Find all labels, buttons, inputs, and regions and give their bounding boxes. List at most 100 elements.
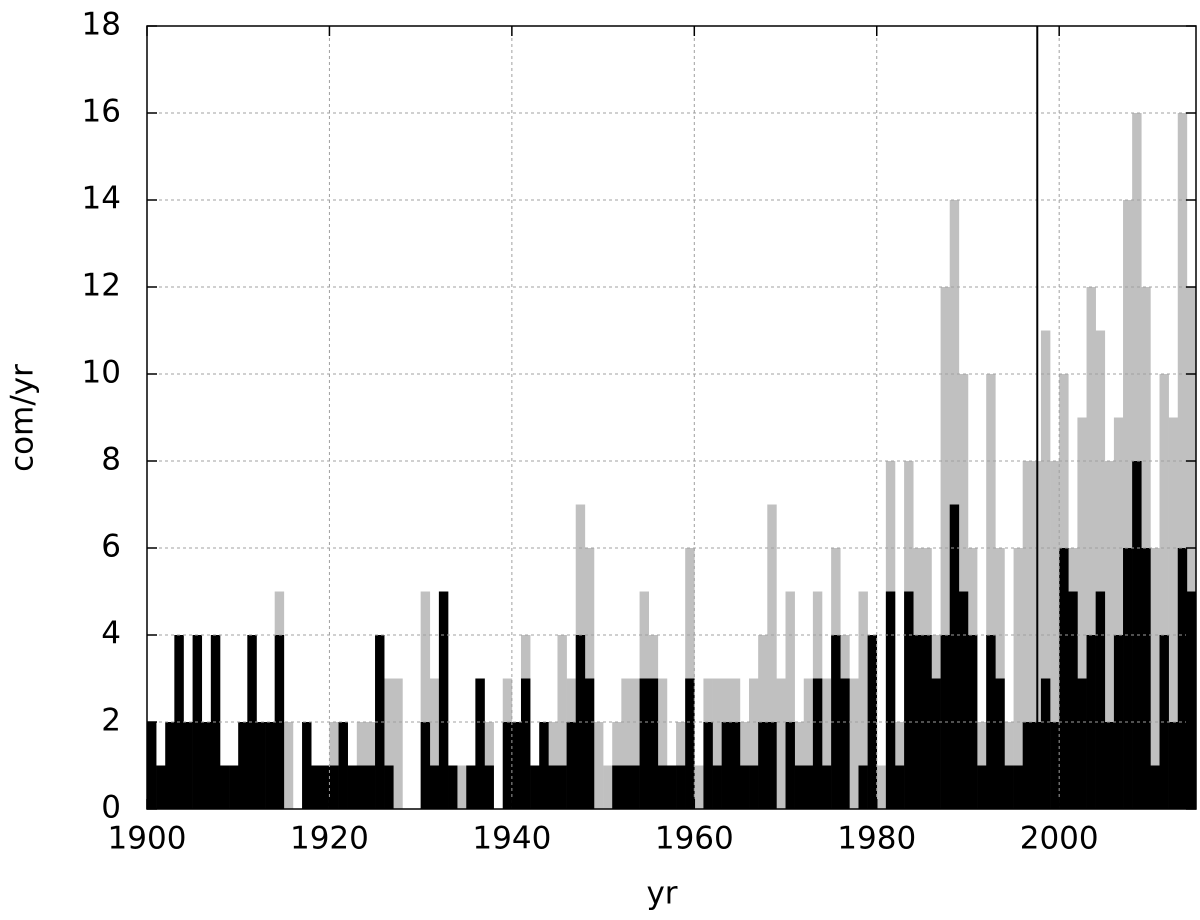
y-tick-label: 8 <box>101 442 121 478</box>
bar <box>265 722 276 809</box>
bar <box>484 765 494 809</box>
bar <box>338 722 348 809</box>
bar <box>986 635 996 809</box>
bar <box>548 765 558 809</box>
y-tick-label: 4 <box>101 616 121 652</box>
bar <box>1132 461 1142 809</box>
bar <box>867 635 878 809</box>
bar <box>593 722 604 809</box>
bar <box>1095 330 1106 809</box>
bar <box>420 722 431 809</box>
bar <box>329 765 339 809</box>
bar <box>1040 330 1051 809</box>
bar <box>603 765 613 809</box>
bar <box>429 678 440 809</box>
bar <box>238 722 248 809</box>
bar <box>1123 200 1133 809</box>
bar <box>630 765 640 809</box>
bar <box>694 765 704 809</box>
bar <box>858 765 868 809</box>
bar <box>1113 417 1124 809</box>
bar <box>977 765 987 809</box>
bar <box>201 722 212 809</box>
y-tick-label: 12 <box>82 268 121 304</box>
y-tick-label: 2 <box>101 703 121 739</box>
y-tick-label: 16 <box>82 94 121 130</box>
bar <box>1095 591 1106 809</box>
x-tick-label: 1960 <box>655 821 734 857</box>
bar <box>630 678 640 809</box>
bar <box>566 722 577 809</box>
bar <box>1159 374 1169 809</box>
y-tick-label: 14 <box>82 181 121 217</box>
bar <box>1150 765 1160 809</box>
bar <box>1013 765 1023 809</box>
bar <box>247 635 257 809</box>
bar <box>1113 635 1124 809</box>
bar <box>539 722 549 809</box>
bar <box>1022 722 1033 809</box>
bar <box>557 765 567 809</box>
bar <box>776 678 786 809</box>
bar <box>165 722 175 809</box>
bar <box>466 765 476 809</box>
bar <box>356 765 367 809</box>
bar <box>803 678 814 809</box>
bar <box>1050 722 1060 809</box>
bar <box>858 591 868 809</box>
bar <box>1022 461 1033 809</box>
bar <box>794 765 805 809</box>
bar <box>375 635 385 809</box>
x-tick-label: 2000 <box>1020 821 1099 857</box>
bar <box>384 765 394 809</box>
bar <box>685 678 695 809</box>
bar <box>1059 548 1069 809</box>
bar <box>849 678 859 809</box>
x-tick-label: 1900 <box>108 821 187 857</box>
bar <box>730 722 741 809</box>
bar <box>1186 591 1197 809</box>
bar <box>1177 113 1188 809</box>
bar <box>229 765 239 809</box>
bar <box>1150 548 1160 809</box>
bar <box>1068 591 1078 809</box>
bar <box>1141 548 1151 809</box>
bar <box>393 678 403 809</box>
y-tick-label: 18 <box>82 7 121 43</box>
y-tick-label: 0 <box>101 790 121 826</box>
bar <box>840 678 850 809</box>
bar <box>894 765 905 809</box>
bar <box>785 722 795 809</box>
bar <box>219 765 230 809</box>
bar <box>584 678 595 809</box>
bar <box>803 765 814 809</box>
bar <box>1077 417 1087 809</box>
bar <box>986 374 996 809</box>
bar <box>621 678 631 809</box>
bar <box>767 504 777 809</box>
bar <box>302 722 312 809</box>
bar <box>712 765 722 809</box>
bar <box>949 504 960 809</box>
bar <box>1177 548 1188 809</box>
bar <box>256 722 266 809</box>
bar <box>876 765 887 809</box>
x-tick-label: 1920 <box>290 821 369 857</box>
bar <box>749 678 759 809</box>
bar <box>739 765 750 809</box>
bar <box>502 722 513 809</box>
bar <box>657 678 668 809</box>
x-tick-label: 1940 <box>472 821 551 857</box>
bar <box>1004 765 1014 809</box>
bar <box>712 678 722 809</box>
bar <box>749 765 759 809</box>
bar <box>420 591 431 809</box>
x-axis-label: yr <box>646 876 677 912</box>
bar <box>648 678 659 809</box>
bar <box>967 635 978 809</box>
y-axis-label: com/yr <box>5 364 41 472</box>
plot-frame <box>146 25 1197 810</box>
bar <box>320 765 330 809</box>
bar <box>530 765 540 809</box>
